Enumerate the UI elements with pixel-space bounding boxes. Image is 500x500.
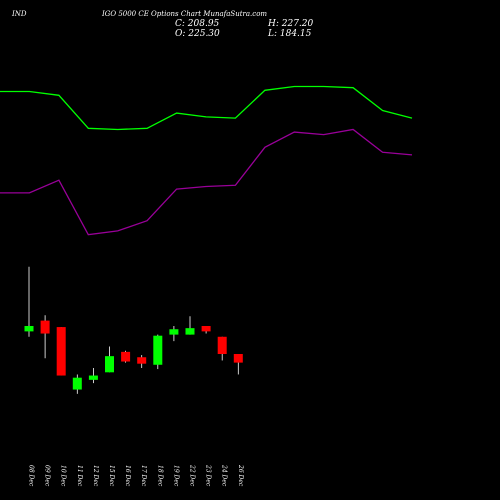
- x-tick-label: 15 Dec: [108, 465, 115, 487]
- candle-body: [217, 336, 227, 354]
- low-price: L: 184.15: [268, 29, 312, 39]
- x-tick-label: 24 Dec: [221, 464, 228, 487]
- candle-body: [153, 335, 163, 365]
- x-tick-label: 08 Dec: [28, 465, 35, 487]
- close-price: C: 208.95: [175, 19, 220, 29]
- lower-band-line: [0, 128, 413, 236]
- x-tick-label: 16 Dec: [124, 465, 131, 487]
- candle-body: [105, 356, 114, 373]
- x-tick-label: 26 Dec: [237, 464, 244, 487]
- candle-body: [233, 354, 243, 363]
- x-tick-label: 23 Dec: [205, 464, 212, 487]
- open-price: O: 225.30: [175, 29, 220, 39]
- candle-body: [137, 357, 147, 364]
- candle-body: [40, 320, 50, 334]
- high-price: H: 227.20: [268, 19, 314, 29]
- x-tick-label: 10 Dec: [60, 465, 67, 487]
- candle-body: [72, 377, 82, 390]
- candle-body: [24, 326, 34, 332]
- x-tick-label: 19 Dec: [172, 465, 179, 487]
- x-tick-label: 11 Dec: [76, 465, 83, 487]
- candle-body: [56, 327, 66, 376]
- candle-body: [185, 328, 195, 335]
- candle-body: [88, 375, 98, 380]
- upper-band-line: [0, 85, 413, 131]
- x-tick-label: 17 Dec: [140, 465, 147, 487]
- candle-body: [121, 351, 131, 362]
- x-tick-label: 09 Dec: [44, 465, 51, 487]
- candle-body: [201, 326, 211, 332]
- chart-subtitle: IGO 5000 CE Options Chart MunafaSutra.co…: [102, 10, 268, 18]
- x-tick-label: 18 Dec: [156, 465, 163, 487]
- x-tick-label: 12 Dec: [92, 465, 99, 487]
- chart-symbol: IND: [12, 10, 27, 18]
- x-tick-label: 22 Dec: [189, 464, 196, 487]
- candle-body: [169, 329, 179, 335]
